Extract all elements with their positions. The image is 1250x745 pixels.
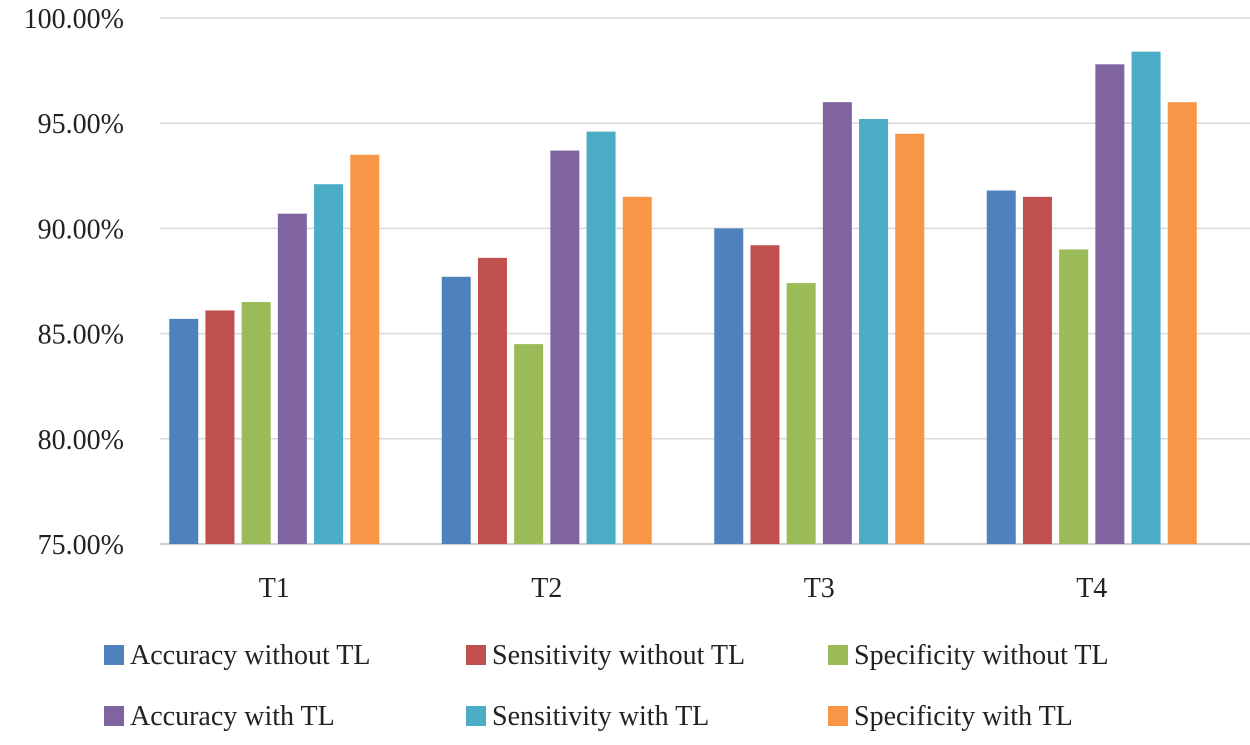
legend-swatch	[104, 706, 124, 726]
y-tick-label: 90.00%	[38, 214, 124, 245]
x-axis-category-labels: T1 T2 T3 T4	[259, 573, 1108, 604]
bar	[622, 196, 652, 544]
bar	[1167, 102, 1197, 544]
legend-swatch	[828, 645, 848, 665]
bar	[895, 133, 925, 544]
legend-swatch	[104, 645, 124, 665]
bar	[514, 344, 544, 544]
bar	[1131, 51, 1161, 544]
y-tick-label: 75.00%	[38, 530, 124, 561]
bar	[350, 154, 380, 544]
bar	[205, 310, 235, 544]
legend-swatch	[466, 645, 486, 665]
legend-label: Accuracy without TL	[130, 640, 371, 671]
bar	[314, 184, 344, 544]
legend-item: Accuracy without TL	[104, 640, 371, 671]
bar	[1095, 64, 1125, 545]
legend: Accuracy without TL Sensitivity without T…	[104, 640, 1109, 732]
x-category-label: T3	[804, 573, 835, 604]
bar	[986, 190, 1016, 544]
legend-item: Sensitivity without TL	[466, 640, 745, 671]
legend-swatch	[466, 706, 486, 726]
legend-label: Sensitivity with TL	[492, 701, 709, 732]
y-tick-label: 80.00%	[38, 425, 124, 456]
bar	[822, 102, 852, 544]
legend-label: Specificity with TL	[854, 701, 1073, 732]
legend-swatch	[828, 706, 848, 726]
bar	[859, 118, 889, 544]
y-tick-label: 100.00%	[24, 4, 124, 35]
bar	[750, 245, 780, 544]
legend-item: Accuracy with TL	[104, 701, 335, 732]
legend-label: Specificity without TL	[854, 640, 1109, 671]
bar	[550, 150, 580, 544]
bar	[441, 276, 471, 544]
bar	[241, 302, 271, 544]
y-tick-label: 95.00%	[38, 109, 124, 140]
y-axis-tick-labels: 75.00% 80.00% 85.00% 90.00% 95.00% 100.00%	[24, 4, 124, 561]
legend-item: Sensitivity with TL	[466, 701, 709, 732]
bar	[1059, 249, 1089, 544]
bar	[277, 213, 307, 544]
legend-label: Sensitivity without TL	[492, 640, 745, 671]
x-category-label: T2	[531, 573, 562, 604]
y-tick-label: 85.00%	[38, 320, 124, 351]
x-category-label: T1	[259, 573, 290, 604]
legend-item: Specificity with TL	[828, 701, 1073, 732]
bar	[169, 318, 199, 544]
bar	[477, 257, 507, 544]
bar	[786, 283, 816, 544]
bar	[1022, 196, 1052, 544]
bars	[169, 51, 1197, 545]
legend-item: Specificity without TL	[828, 640, 1109, 671]
bar	[714, 228, 744, 544]
x-category-label: T4	[1076, 573, 1107, 604]
bar	[586, 131, 616, 544]
legend-label: Accuracy with TL	[130, 701, 335, 732]
